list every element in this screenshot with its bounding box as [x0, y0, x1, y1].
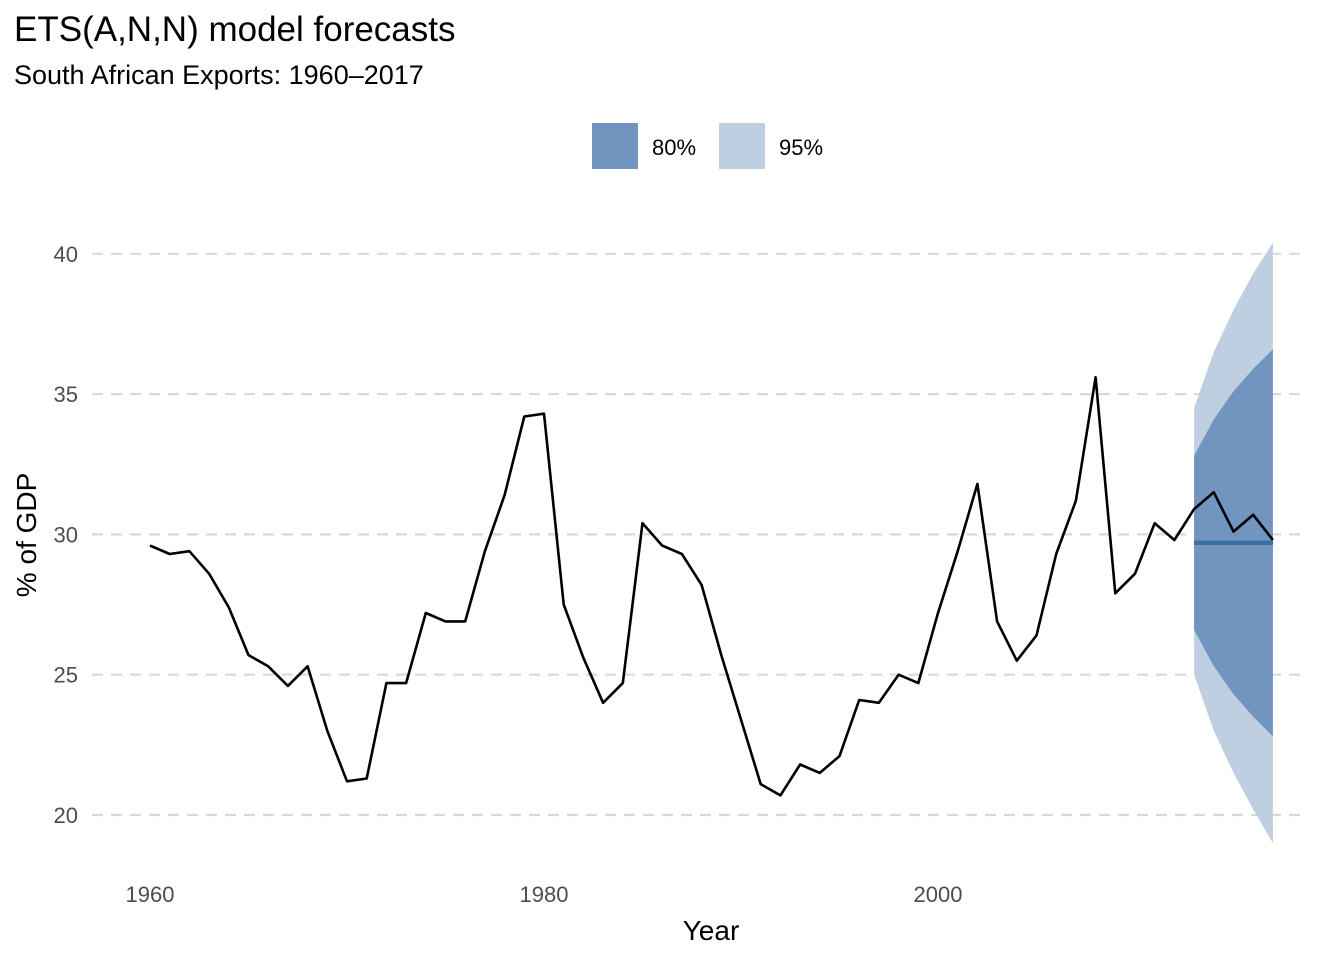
- legend-label-1: 95%: [779, 135, 823, 160]
- legend: 80% 95%: [592, 123, 823, 169]
- y-axis: 20 25 30 35 40: [54, 242, 78, 828]
- observed-series-line: [149, 376, 1274, 797]
- y-tick-label-25: 25: [54, 663, 78, 688]
- y-tick-label-20: 20: [54, 803, 78, 828]
- x-tick-label-1980: 1980: [520, 882, 569, 907]
- series-lines: [149, 376, 1274, 797]
- x-axis-title: Year: [683, 915, 740, 946]
- x-tick-label-1960: 1960: [126, 882, 175, 907]
- y-axis-title: % of GDP: [11, 473, 42, 597]
- y-tick-label-30: 30: [54, 522, 78, 547]
- x-axis: 1960 1980 2000: [126, 882, 963, 907]
- y-tick-label-40: 40: [54, 242, 78, 267]
- x-tick-label-2000: 2000: [914, 882, 963, 907]
- legend-label-0: 80%: [652, 135, 696, 160]
- y-tick-label-35: 35: [54, 382, 78, 407]
- legend-key-0: [592, 123, 638, 169]
- legend-key-1: [719, 123, 765, 169]
- chart-subtitle: South African Exports: 1960–2017: [14, 60, 424, 90]
- grid-lines: [92, 252, 1300, 817]
- chart-title: ETS(A,N,N) model forecasts: [14, 10, 456, 49]
